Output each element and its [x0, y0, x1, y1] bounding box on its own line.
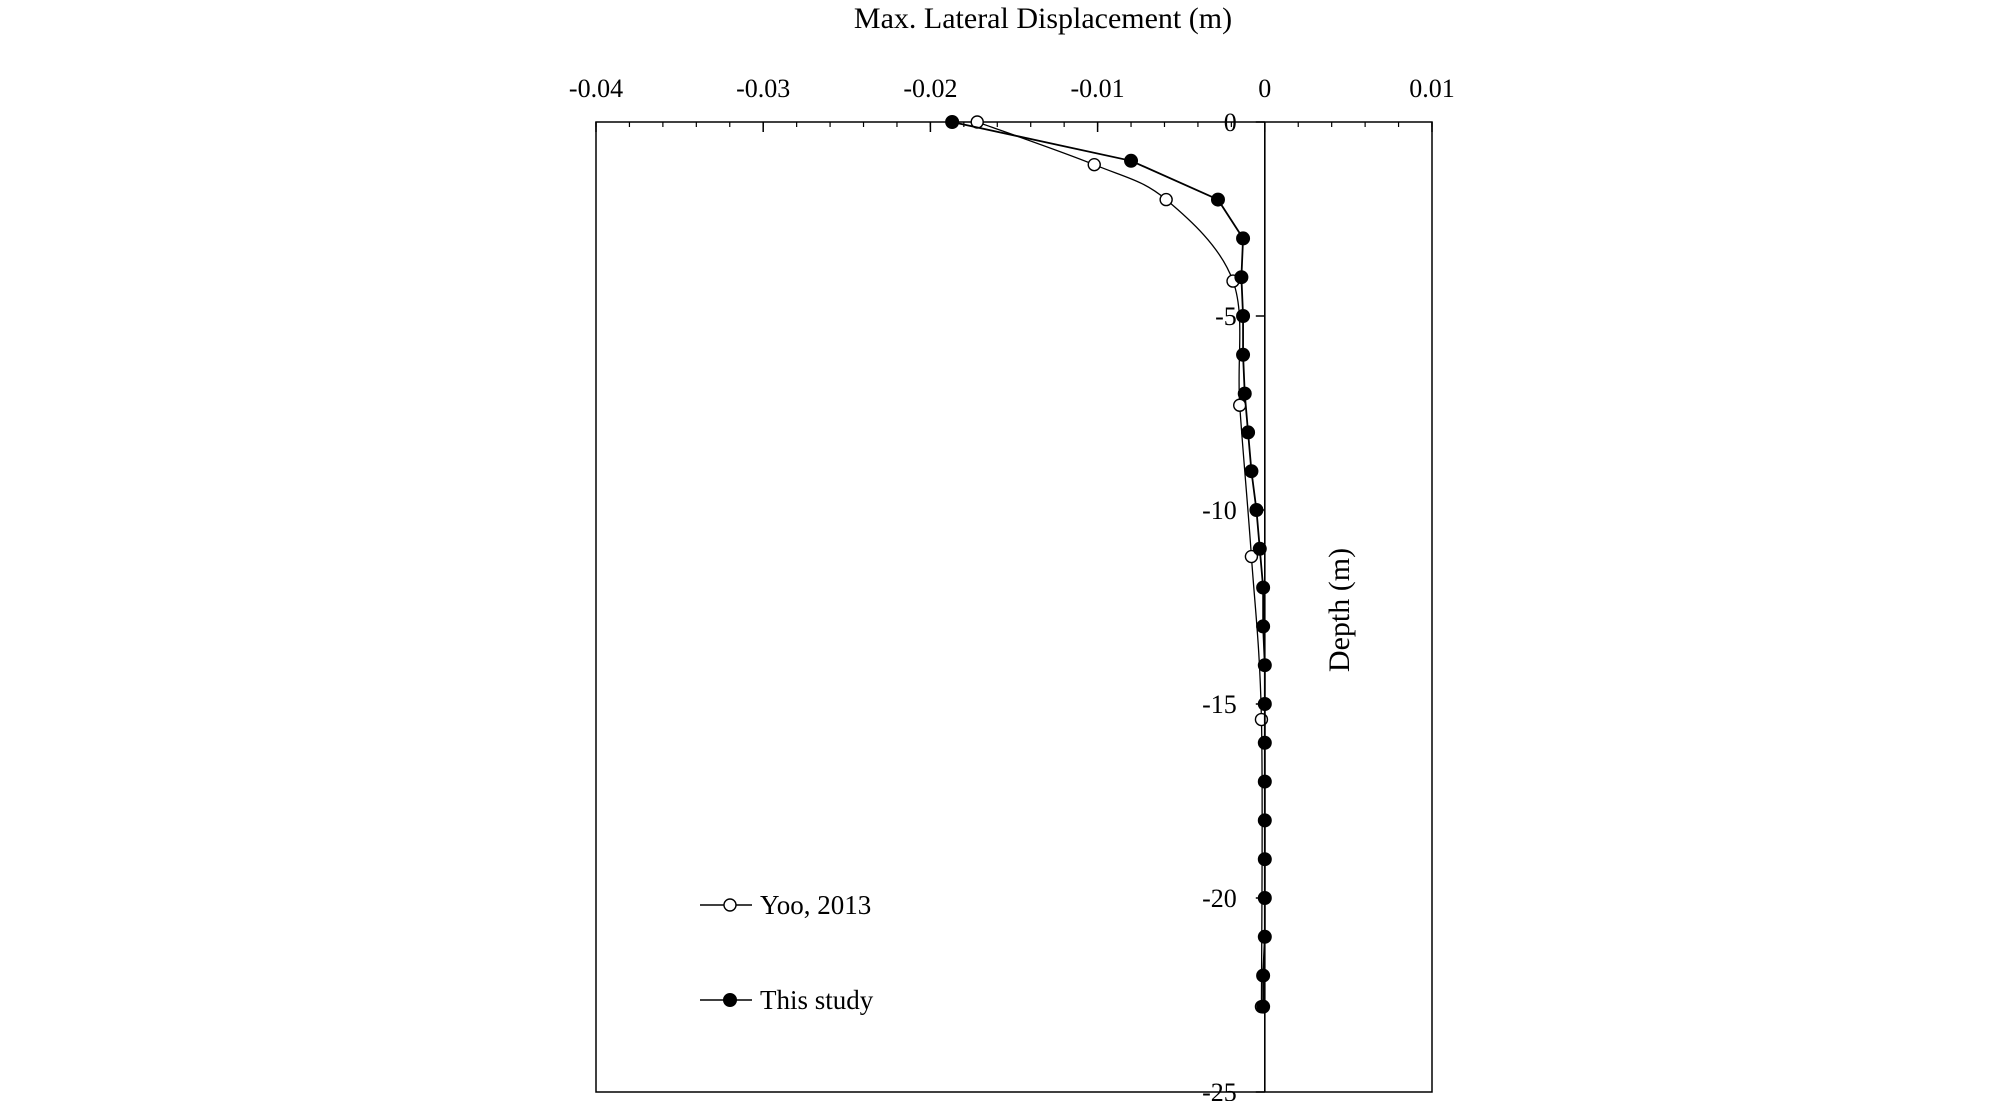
data-point-filled [1124, 153, 1139, 168]
data-point-filled [1236, 231, 1251, 246]
data-point-filled [1234, 270, 1249, 285]
legend-label: This study [760, 985, 874, 1015]
data-point-open [1244, 549, 1259, 564]
x-tick-label: 0.01 [1409, 74, 1455, 103]
x-axis: -0.04 -0.03 -0.02 -0.01 0 0.01 [569, 74, 1455, 132]
data-point-filled [1256, 580, 1271, 595]
data-point-filled [1257, 735, 1272, 750]
series-layer [945, 115, 1272, 1014]
data-point-filled [1257, 658, 1272, 673]
y-axis-title: Depth (m) [1323, 548, 1356, 672]
data-point-open [1159, 192, 1173, 207]
data-point-filled [1257, 697, 1272, 711]
series-line [951, 121, 1266, 1007]
series-yoo-2013 [970, 115, 1269, 1014]
data-point-filled [1257, 852, 1272, 867]
x-tick-label: -0.04 [569, 74, 623, 103]
y-tick-label: -20 [1202, 884, 1237, 913]
data-point-filled [1256, 619, 1271, 634]
data-point-filled [1244, 464, 1259, 479]
plot-border [595, 121, 1433, 1093]
legend-item: Yoo, 2013 [700, 890, 871, 920]
data-point-filled [1256, 968, 1271, 983]
legend-label: Yoo, 2013 [760, 890, 871, 920]
x-axis-title: Max. Lateral Displacement (m) [854, 2, 1232, 35]
y-tick-label: -15 [1202, 690, 1237, 719]
data-point-open [1233, 398, 1247, 412]
data-point-filled [1256, 999, 1271, 1014]
series-this-study [945, 115, 1272, 1014]
data-point-filled [1236, 309, 1251, 323]
y-tick-label: -25 [1202, 1078, 1237, 1101]
x-tick-label: 0 [1258, 74, 1271, 103]
data-point-filled [945, 115, 960, 129]
plot-frame [595, 121, 1433, 1093]
x-tick-label: -0.03 [736, 74, 790, 103]
data-point-filled [1257, 774, 1272, 789]
data-point-filled [1236, 347, 1251, 362]
x-tick-label: -0.02 [903, 74, 957, 103]
legend-marker-open [723, 898, 737, 912]
legend-marker-filled [723, 993, 737, 1007]
y-tick-label: -10 [1202, 496, 1237, 525]
data-point-filled [1241, 425, 1256, 440]
y-tick-label: 0 [1224, 108, 1237, 137]
data-point-filled [1249, 503, 1264, 517]
series-line [976, 121, 1263, 1007]
data-point-filled [1257, 813, 1272, 828]
y-tick-label: -5 [1215, 302, 1237, 331]
x-tick-label: -0.01 [1071, 74, 1125, 103]
data-point-filled [1237, 386, 1252, 401]
data-point-filled [1257, 891, 1272, 905]
data-point-filled [1210, 192, 1225, 207]
data-point-filled [1257, 929, 1272, 944]
legend: Yoo, 2013 This study [700, 890, 874, 1015]
legend-item: This study [700, 985, 874, 1015]
data-point-filled [1252, 541, 1267, 556]
data-point-open [1087, 157, 1101, 172]
